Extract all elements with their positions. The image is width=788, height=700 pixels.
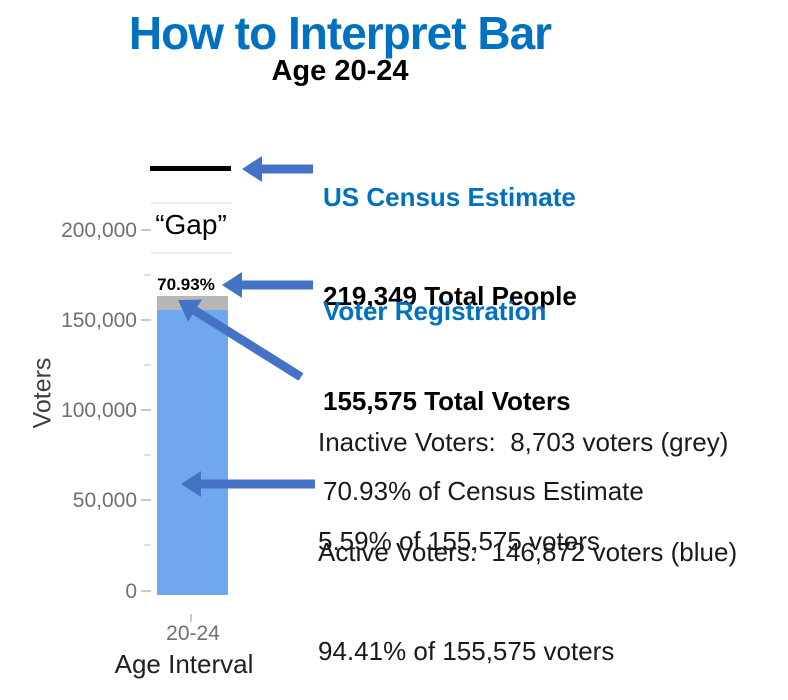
annotation-voter-heading: Voter Registration	[323, 296, 547, 326]
annotation-voter-registration: Voter Registration 155,575 Total Voters …	[323, 236, 644, 566]
page-title: How to Interpret Bar	[128, 7, 552, 59]
y-tick-label: 150,000	[61, 309, 137, 332]
chart-title: Age 20-24	[271, 55, 409, 87]
y-axis-tick	[141, 409, 151, 411]
y-tick-label: 100,000	[61, 399, 137, 422]
annotation-active-value: Active Voters: 146,872 voters (blue)	[318, 537, 738, 567]
census-estimate-line	[150, 166, 231, 171]
annotation-active-percent: 94.41% of 155,575 voters	[318, 636, 615, 666]
annotation-voter-value: 155,575 Total Voters	[323, 386, 571, 416]
y-axis-minor-tick	[144, 454, 151, 456]
y-axis-minor-tick	[144, 544, 151, 546]
y-axis-minor-tick	[144, 274, 151, 276]
annotation-census: US Census Estimate 219,349 Total People	[323, 115, 577, 379]
bar-segment-active-voters	[157, 310, 228, 595]
annotation-census-value: 219,349 Total People	[323, 281, 577, 311]
annotation-inactive-value: Inactive Voters: 8,703 voters (grey)	[318, 427, 729, 457]
bar-segment-inactive-voters	[157, 296, 228, 310]
y-axis-tick	[141, 229, 151, 231]
gap-label: “Gap”	[155, 209, 227, 240]
y-tick-label: 200,000	[61, 219, 137, 242]
annotation-active-voters: Active Voters: 146,872 voters (blue) 94.…	[318, 470, 737, 700]
x-axis-tick	[190, 614, 192, 622]
y-axis-tick	[141, 590, 151, 592]
y-axis-tick	[141, 319, 151, 321]
gridline	[151, 252, 232, 254]
voter-registration-arrow-icon	[222, 272, 313, 298]
annotation-voter-percent: 70.93% of Census Estimate	[323, 476, 644, 506]
annotation-inactive-voters: Inactive Voters: 8,703 voters (grey) 5.5…	[318, 360, 728, 624]
census-arrow-icon	[242, 156, 313, 182]
y-axis-tick	[141, 499, 151, 501]
y-tick-label: 0	[125, 580, 137, 603]
x-category-label: 20-24	[166, 622, 220, 645]
gridline	[151, 202, 232, 204]
y-axis-minor-tick	[144, 364, 151, 366]
x-axis-title: Age Interval	[114, 649, 254, 679]
annotation-census-heading: US Census Estimate	[323, 182, 576, 212]
annotation-inactive-percent: 5.59% of 155,575 voters	[318, 526, 600, 556]
y-tick-label: 50,000	[72, 489, 137, 512]
bar-percent-label: 70.93%	[157, 275, 215, 294]
